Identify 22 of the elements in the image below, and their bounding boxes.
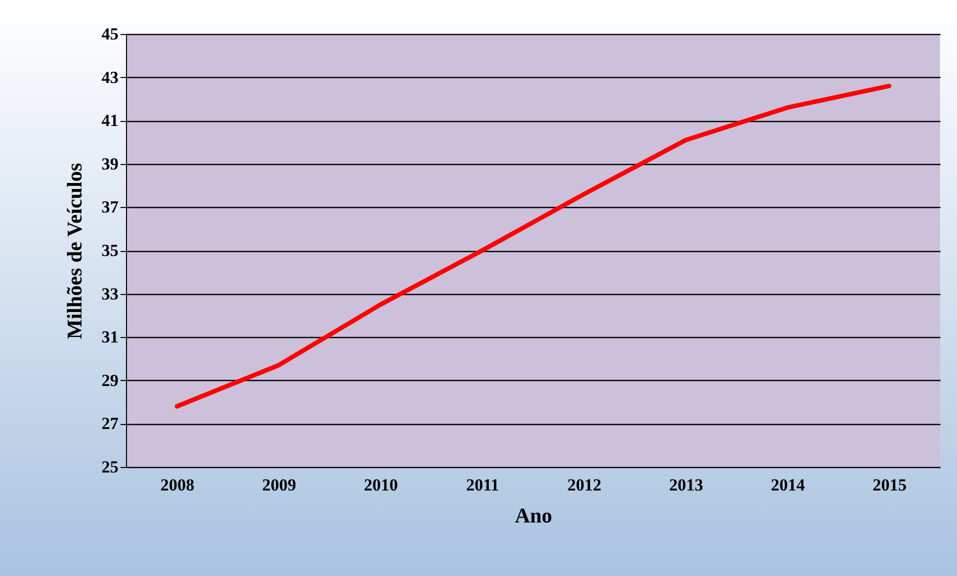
y-tick-label: 27 xyxy=(102,414,119,434)
y-tick-label: 39 xyxy=(102,154,118,174)
y-axis-title: Milhões de Veículos xyxy=(62,162,86,340)
y-tick-label: 25 xyxy=(102,458,118,476)
y-tick-label: 45 xyxy=(102,24,118,44)
x-tick-label: 2012 xyxy=(567,476,602,494)
x-tick-label: 2014 xyxy=(770,476,806,494)
x-tick-label: 2010 xyxy=(364,476,398,494)
x-tick-label: 2008 xyxy=(160,476,194,494)
y-tick-label: 29 xyxy=(102,370,118,390)
y-tick-label: 41 xyxy=(102,111,118,130)
y-tick-label: 35 xyxy=(102,241,118,260)
x-tick-label: 2011 xyxy=(466,476,500,494)
x-tick-label: 2013 xyxy=(669,476,704,494)
line-series xyxy=(174,84,892,409)
x-axis-title: Ano xyxy=(514,504,552,528)
x-tick-label: 2015 xyxy=(872,476,907,494)
y-tick-label: 43 xyxy=(102,68,118,87)
y-tick-label: 33 xyxy=(102,284,118,304)
x-tick-label: 2009 xyxy=(262,476,296,494)
y-tick-label: 37 xyxy=(102,198,119,217)
y-tick-label: 31 xyxy=(102,328,118,347)
